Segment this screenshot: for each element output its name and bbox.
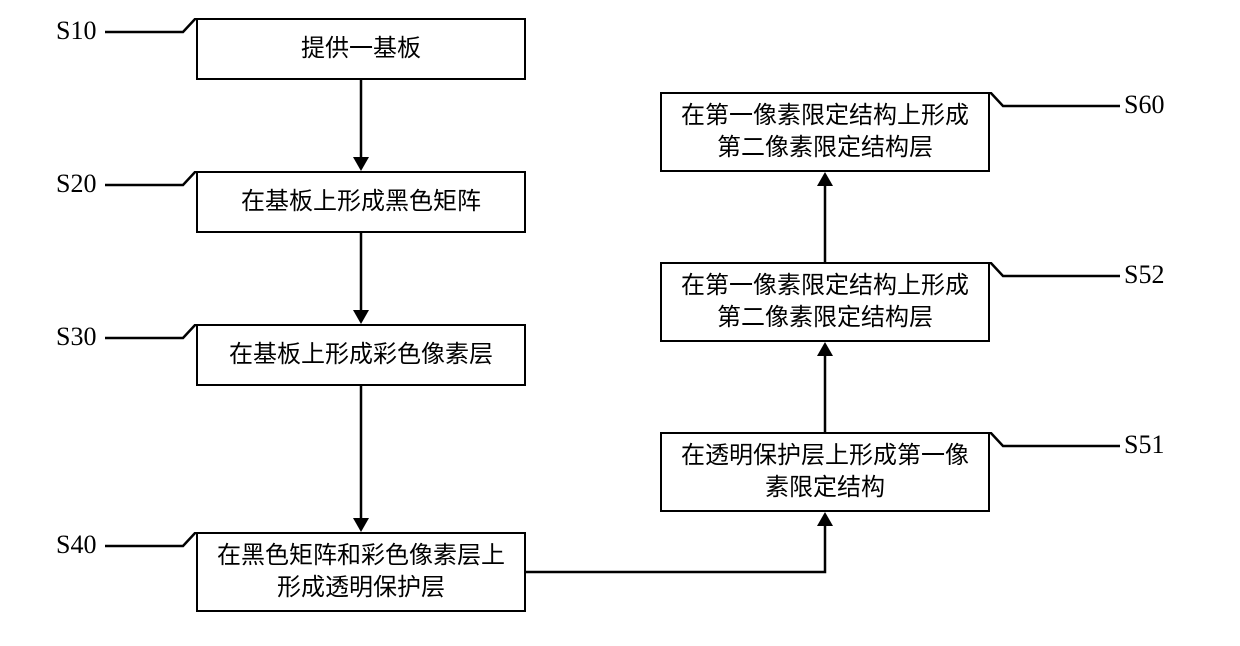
flow-node-s20: 在基板上形成黑色矩阵 — [196, 171, 526, 233]
step-label-s51: S51 — [1124, 430, 1164, 460]
flow-node-s40: 在黑色矩阵和彩色像素层上形成透明保护层 — [196, 532, 526, 612]
callout-s60 — [990, 92, 1120, 114]
step-label-s52: S52 — [1124, 260, 1164, 290]
callout-s30 — [105, 324, 200, 346]
callout-s20 — [105, 171, 200, 193]
node-text: 在基板上形成彩色像素层 — [229, 339, 493, 371]
flow-node-s52: 在第一像素限定结构上形成第二像素限定结构层 — [660, 262, 990, 342]
node-text: 在黑色矩阵和彩色像素层上形成透明保护层 — [208, 540, 514, 605]
callout-s10 — [105, 18, 200, 40]
callout-s51 — [990, 432, 1120, 454]
flow-node-s51: 在透明保护层上形成第一像素限定结构 — [660, 432, 990, 512]
node-text: 在第一像素限定结构上形成第二像素限定结构层 — [672, 100, 978, 165]
flow-node-s30: 在基板上形成彩色像素层 — [196, 324, 526, 386]
step-label-s10: S10 — [56, 16, 96, 46]
step-label-s40: S40 — [56, 530, 96, 560]
flow-node-s60: 在第一像素限定结构上形成第二像素限定结构层 — [660, 92, 990, 172]
step-label-s60: S60 — [1124, 90, 1164, 120]
step-label-s20: S20 — [56, 169, 96, 199]
arrow-s10-s20 — [351, 80, 371, 172]
arrow-s20-s30 — [351, 233, 371, 325]
step-label-s30: S30 — [56, 322, 96, 352]
callout-s52 — [990, 262, 1120, 284]
node-text: 在基板上形成黑色矩阵 — [241, 186, 481, 218]
arrow-s52-s60 — [815, 170, 835, 264]
arrow-s30-s40 — [351, 386, 371, 533]
node-text: 提供一基板 — [301, 33, 421, 65]
node-text: 在第一像素限定结构上形成第二像素限定结构层 — [672, 270, 978, 335]
flow-node-s10: 提供一基板 — [196, 18, 526, 80]
node-text: 在透明保护层上形成第一像素限定结构 — [672, 440, 978, 505]
arrow-s51-s52 — [815, 340, 835, 434]
callout-s40 — [105, 532, 200, 554]
arrow-s40-s51 — [526, 510, 836, 580]
